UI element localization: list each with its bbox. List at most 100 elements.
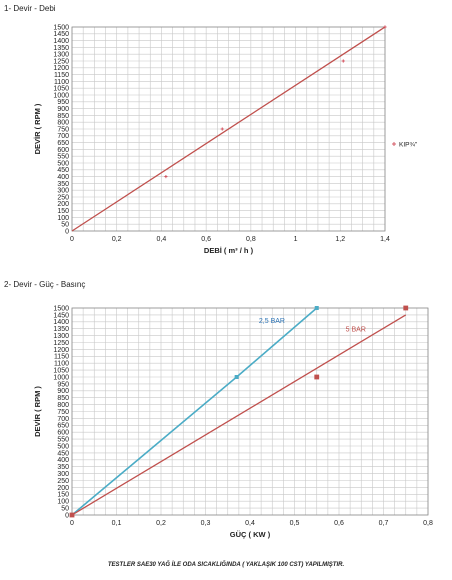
y-tick-label: 200: [57, 485, 69, 492]
x-tick-label: 0,4: [157, 236, 167, 243]
y-tick-label: 1500: [53, 24, 69, 31]
y-tick-label: 550: [57, 154, 69, 161]
data-point: [164, 175, 168, 179]
y-tick-label: 50: [61, 506, 69, 513]
y-tick-label: 1000: [53, 92, 69, 99]
x-tick-label: 0: [70, 236, 74, 243]
y-tick-label: 1250: [53, 340, 69, 347]
data-point: [403, 305, 409, 311]
x-tick-label: 1,4: [380, 236, 390, 243]
y-tick-label: 1050: [53, 368, 69, 375]
y-tick-label: 500: [57, 443, 69, 450]
test-conditions-footnote: TESTLER SAE30 YAĞ İLE ODA SICAKLIĞINDA (…: [107, 562, 345, 568]
x-tick-label: 0,5: [290, 520, 300, 527]
x-axis-title: GÜÇ ( KW ): [230, 530, 271, 539]
y-tick-label: 100: [57, 499, 69, 506]
y-tick-label: 1200: [53, 347, 69, 354]
y-tick-label: 150: [57, 492, 69, 499]
chart-devir-guc-basinc: 0501001502002503003504004505005506006507…: [33, 305, 433, 539]
y-tick-label: 800: [57, 120, 69, 127]
x-tick-label: 0,2: [156, 520, 166, 527]
y-tick-label: 250: [57, 194, 69, 201]
y-tick-label: 1300: [53, 52, 69, 59]
y-tick-label: 1100: [54, 79, 69, 86]
y-tick-label: 1100: [54, 361, 69, 368]
series-line: [71, 314, 407, 516]
x-tick-label: 0,2: [112, 236, 122, 243]
y-axis-title: DEVİR ( RPM ): [33, 103, 42, 154]
data-point: [314, 374, 320, 380]
x-tick-label: 0,1: [112, 520, 122, 527]
legend-label: KIP¾": [399, 142, 418, 149]
series-label: 2,5 BAR: [259, 318, 285, 325]
series-label: 5 BAR: [346, 326, 366, 333]
chart2-section-title: 2- Devir - Güç - Basınç: [4, 280, 86, 289]
y-tick-label: 500: [57, 160, 69, 167]
y-tick-label: 1450: [53, 312, 69, 319]
x-tick-label: 0,6: [334, 520, 344, 527]
y-tick-label: 450: [57, 450, 69, 457]
y-tick-label: 1450: [53, 31, 69, 38]
y-tick-label: 350: [57, 181, 69, 188]
x-tick-label: 0,6: [201, 236, 211, 243]
plot-frame: [71, 307, 429, 516]
plot-frame: [71, 26, 386, 232]
y-tick-label: 550: [57, 437, 69, 444]
y-tick-label: 250: [57, 478, 69, 485]
y-tick-label: 750: [57, 409, 69, 416]
y-tick-label: 1400: [53, 38, 69, 45]
x-tick-label: 0: [70, 520, 74, 527]
y-tick-label: 1150: [54, 72, 69, 79]
y-tick-label: 1150: [54, 354, 69, 361]
y-tick-label: 900: [57, 106, 69, 113]
y-tick-label: 600: [57, 147, 69, 154]
y-tick-label: 0: [65, 512, 69, 519]
x-tick-label: 0,3: [201, 520, 211, 527]
data-point: [69, 512, 75, 518]
y-tick-label: 750: [57, 126, 69, 133]
y-tick-label: 900: [57, 388, 69, 395]
x-tick-label: 1: [294, 236, 298, 243]
y-tick-label: 1000: [53, 374, 69, 381]
y-tick-label: 300: [57, 471, 69, 478]
y-tick-label: 950: [57, 381, 69, 388]
y-tick-label: 50: [61, 222, 69, 229]
trendline: [71, 26, 386, 232]
y-axis-title: DEVİR ( RPM ): [33, 386, 42, 437]
data-point: [220, 127, 224, 131]
y-tick-label: 150: [57, 208, 69, 215]
data-point: [341, 59, 345, 63]
y-tick-label: 1350: [53, 326, 69, 333]
y-tick-label: 600: [57, 430, 69, 437]
chart-devir-debi: 0501001502002503003504004505005506006507…: [33, 24, 418, 255]
y-tick-label: 700: [57, 416, 69, 423]
y-tick-label: 1400: [53, 319, 69, 326]
y-tick-label: 0: [65, 228, 69, 235]
y-tick-label: 1250: [53, 58, 69, 65]
y-tick-label: 850: [57, 395, 69, 402]
x-tick-label: 0,4: [245, 520, 255, 527]
y-tick-label: 1300: [53, 333, 69, 340]
y-tick-label: 400: [57, 174, 69, 181]
y-tick-label: 300: [57, 188, 69, 195]
y-tick-label: 650: [57, 423, 69, 430]
x-tick-label: 0,8: [246, 236, 256, 243]
x-axis-title: DEBİ ( m³ / h ): [204, 246, 254, 255]
y-tick-label: 800: [57, 402, 69, 409]
y-tick-label: 700: [57, 133, 69, 140]
y-tick-label: 1200: [53, 65, 69, 72]
chart1-section-title: 1- Devir - Debi: [4, 4, 56, 13]
y-tick-label: 1050: [53, 86, 69, 93]
y-tick-label: 450: [57, 167, 69, 174]
data-point: [314, 306, 319, 310]
y-tick-label: 950: [57, 99, 69, 106]
data-point: [234, 375, 239, 379]
x-tick-label: 0,8: [423, 520, 433, 527]
y-tick-label: 650: [57, 140, 69, 147]
data-point: [383, 25, 387, 29]
x-tick-label: 1,2: [335, 236, 345, 243]
legend: KIP¾": [392, 142, 418, 149]
x-tick-label: 0,7: [379, 520, 389, 527]
y-tick-label: 850: [57, 113, 69, 120]
